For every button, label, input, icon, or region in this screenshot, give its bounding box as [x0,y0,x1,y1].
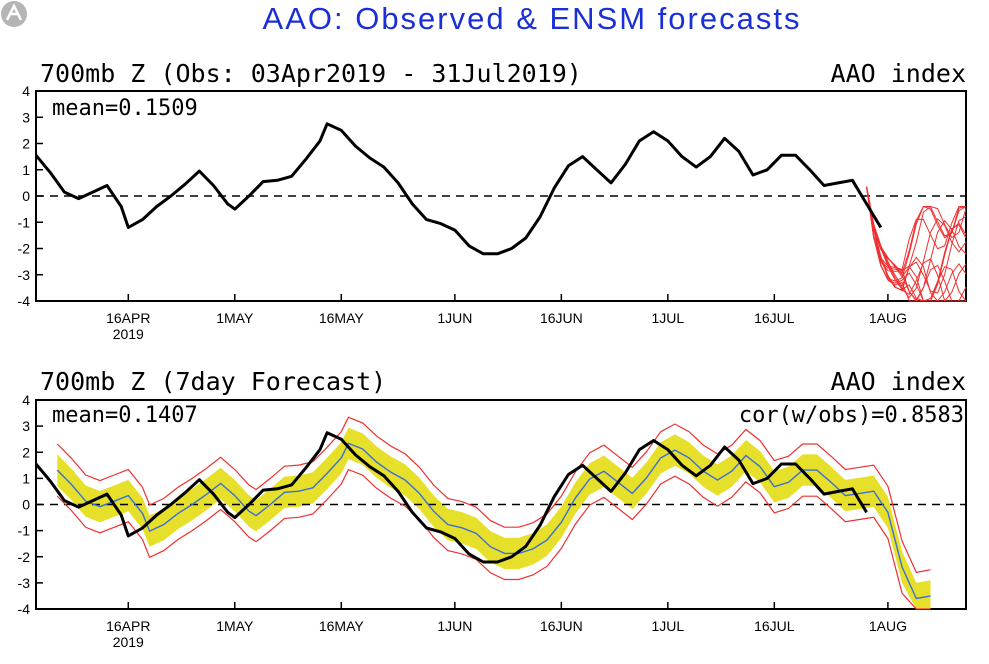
panel-1-x-tick-sublabel: 2019 [113,326,144,342]
panel-1-title-left: 700mb Z (Obs: 03Apr2019 - 31Jul2019) [40,59,582,88]
panel-1-y-tick-label: 3 [22,109,30,125]
panel-1-ensemble-member [866,186,967,302]
panel-2-ensemble-mean-line [56,442,931,600]
panel-1-title-right: AAO index [831,59,966,88]
figure-title: AAO: Observed & ENSM forecasts [263,1,802,36]
observed-panel: 700mb Z (Obs: 03Apr2019 - 31Jul2019) AAO… [18,59,967,342]
panel-1-observed-line [34,122,883,256]
panel-2-y-tick-label: 4 [22,392,30,408]
panel-2-x-tick-label: 1JUN [437,618,472,634]
panel-2-y-tick-label: -3 [18,575,31,591]
panel-2-x-tick-label: 1JUL [651,618,684,634]
panel-1-x-tick-label: 16JUN [540,310,583,326]
panel-2-x-tick-label: 16JUN [540,618,583,634]
logo-icon [1,1,27,27]
panel-1-y-tick-label: -2 [18,241,31,257]
panel-1-mean-label: mean=0.1509 [52,96,198,121]
panel-1-y-tick-label: 2 [22,136,30,152]
forecast-panel: 700mb Z (7day Forecast) AAO index -4 -3 -2… [18,367,967,650]
panel-1-ensemble-member [866,186,967,282]
panel-2-title-left: 700mb Z (7day Forecast) [40,367,386,396]
panel-2-y-tick-label: 1 [22,470,30,486]
panel-1-y-tick-label: 1 [22,162,30,178]
panel-1-x-tick-label: 16MAY [319,310,365,326]
panel-1-x-tick-label: 1MAY [216,310,254,326]
panel-1-y-tick-label: 0 [22,188,30,204]
panel-1-y-tick-label: 4 [22,83,30,99]
panel-1-ensemble-member [866,186,967,302]
panel-1-x-tick-label: 16APR [106,310,150,326]
panel-1-ensemble-members [866,186,967,302]
panel-2-x-tick-label: 1AUG [869,618,907,634]
panel-2-observed-line [34,431,868,564]
panel-2-x-tick-sublabel: 2019 [113,634,144,650]
panel-1-x-tick-label: 1JUL [651,310,684,326]
panel-2-ensemble-min-line [56,468,931,610]
panel-1-x-tick-label: 1AUG [869,310,907,326]
panel-2-y-tick-label: 0 [22,497,30,513]
panel-1-x-tick-label: 16JUL [754,310,795,326]
panel-2-y-tick-label: 2 [22,444,30,460]
panel-1-y-tick-label: -1 [18,214,31,230]
panel-2-x-tick-label: 1MAY [216,618,254,634]
panel-1-ensemble-member [866,186,966,271]
panel-2-y-tick-label: -1 [18,523,31,539]
panel-2-y-tick-label: -2 [18,549,31,565]
panel-1-ensemble-member [866,186,967,302]
panel-1-ensemble-member [866,186,967,302]
panel-2-y-axis: -4 -3 -2 -1 0 1 2 3 4 [18,392,43,617]
panel-2-ensemble-max-line [56,416,931,574]
panel-1-x-tick-label: 1JUN [437,310,472,326]
panel-2-y-tick-label: -4 [18,601,31,617]
panel-2-x-tick-label: 16JUL [754,618,795,634]
panel-2-x-tick-label: 16APR [106,618,150,634]
panel-2-y-tick-label: 3 [22,418,30,434]
panel-1-y-tick-label: -4 [18,293,31,309]
panel-1-y-tick-label: -3 [18,267,31,283]
panel-2-mean-label: mean=0.1407 [52,403,198,428]
panel-2-x-tick-label: 16MAY [319,618,365,634]
panel-2-title-right: AAO index [831,367,966,396]
panel-2-correlation-label: cor(w/obs)=0.8583 [739,403,964,428]
panel-2-spread-band [57,427,931,609]
